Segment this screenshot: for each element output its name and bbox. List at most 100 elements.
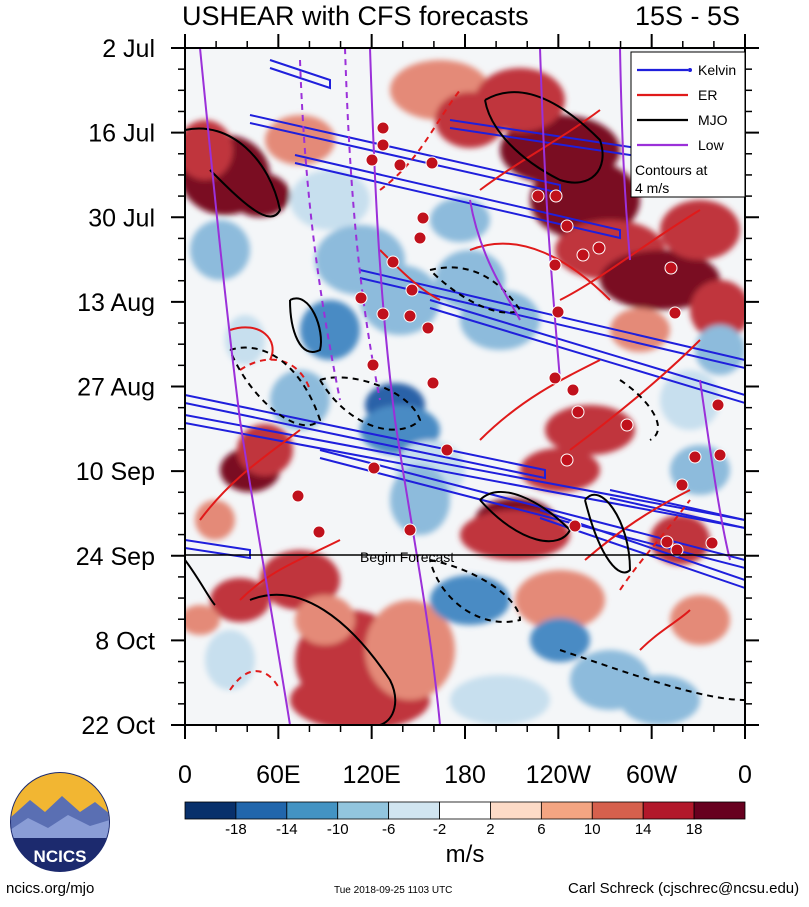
y-axis: 2 Jul 16 Jul 30 Jul 13 Aug 27 Aug 10 Sep 24 Se… [76,35,759,740]
er-contour [379,249,441,301]
legend-entry: Low [637,137,725,153]
er-contour-negative [619,499,691,591]
x-tick-label: 0 [178,761,192,789]
tropical-cyclone-icon [403,309,417,323]
tropical-cyclone-icon [705,536,719,550]
low-contour [539,48,561,381]
er-contour [229,326,274,361]
mjo-contour [249,593,397,725]
er-contour [479,109,601,191]
tropical-cyclone-icon [713,448,727,462]
er-contour [559,209,701,301]
shear-patch [237,424,293,476]
shear-patch [515,570,605,630]
footer-author: Carl Schreck (cjschrec@ncsu.edu) [568,880,800,897]
tropical-cyclone-icon [711,398,725,412]
shear-patch [610,308,670,352]
x-tick-label: 180 [444,761,486,789]
tropical-cyclone-icon [405,283,419,297]
shear-patch [430,575,510,625]
tropical-cyclone-icon [566,383,580,397]
colorbar-unit: m/s [446,841,485,868]
legend-note-1: Contours at [635,162,707,178]
tropical-cyclone-icon [576,248,590,262]
kelvin-contour [609,489,745,530]
legend-entry: Kelvin [637,62,736,78]
colorbar-tick-label: -2 [433,821,446,838]
logo-text: NCICS [34,847,87,866]
er-contour [569,339,701,451]
x-axis: 0 60E 120E 180 120W 60W 0 [178,34,752,789]
tropical-cyclone-icon [413,231,427,245]
y-tick-label: 27 Aug [77,374,155,402]
low-contour [199,48,291,725]
colorbar-tick-label: -6 [382,821,395,838]
mjo-contour [484,91,604,184]
tropical-cyclone-icon [421,321,435,335]
er-contour [584,489,691,561]
legend: Kelvin ER MJO Low Contours at 4 m/s [630,51,746,198]
y-tick-label: 16 Jul [88,120,155,148]
tropical-cyclone-icon [548,258,562,272]
kelvin-contours [185,59,745,590]
tropical-cyclone-icon [664,261,678,275]
tropical-cyclone-icon [548,371,562,385]
colorbar-swatch [439,801,491,820]
colorbar-tick-label: -10 [327,821,349,838]
mjo-contour [289,297,322,353]
colorbar-tick-label: 18 [686,821,703,838]
storm-markers [291,121,727,557]
shear-patch [185,120,233,180]
tropical-cyclone-icon [592,241,606,255]
tropical-cyclone-icon [560,453,574,467]
legend-label: Low [698,137,725,153]
kelvin-contour [185,394,546,480]
forecast-label: Begin Forecast [360,549,454,565]
shear-patch [225,315,265,365]
shear-patch [530,160,640,240]
tropical-cyclone-icon [366,358,380,372]
shear-patch [600,250,720,310]
low-contour [619,48,631,261]
x-tick-label: 0 [738,761,752,789]
er-contour [469,242,611,301]
tropical-cyclone-icon [568,519,582,533]
legend-label: ER [698,87,717,103]
mjo-contour-negative [319,376,422,431]
legend-entry: MJO [637,112,728,128]
tropical-cyclone-icon [425,156,439,170]
tropical-cyclone-icon [354,291,368,305]
legend-entry: ER [637,87,717,103]
tropical-cyclone-icon [312,525,326,539]
x-tick-label: 120W [526,761,592,789]
tropical-cyclone-icon [416,211,430,225]
x-tick-label: 60E [256,761,300,789]
shear-patch [430,198,490,242]
tropical-cyclone-icon [376,121,390,135]
shear-patch [620,675,700,725]
footer-url: ncics.org/mjo [6,880,95,897]
footer-timestamp: Tue 2018-09-25 1103 UTC [334,885,453,896]
tropical-cyclone-icon [291,489,305,503]
y-tick-label: 30 Jul [88,204,155,232]
shear-patch [230,173,290,217]
mjo-contour-negative [619,379,660,441]
low-contour-negative [299,59,341,401]
shear-patch [185,605,220,635]
tropical-cyclone-icon [376,138,390,152]
legend-label: Kelvin [698,62,736,78]
tropical-cyclone-icon [571,405,585,419]
legend-swatch-dot [688,68,692,72]
y-tick-label: 10 Sep [76,458,155,486]
colorbar-tick-label: 10 [584,821,601,838]
shear-patch [670,595,730,645]
er-contour-negative [229,670,281,691]
colorbar-swatch [693,801,746,820]
colorbar-tick-label: 14 [635,821,652,838]
shear-patch [450,675,550,725]
shear-patch [695,325,745,375]
shear-patch [195,500,235,540]
colorbar-swatch [490,801,542,820]
tropical-cyclone-icon [560,219,574,233]
